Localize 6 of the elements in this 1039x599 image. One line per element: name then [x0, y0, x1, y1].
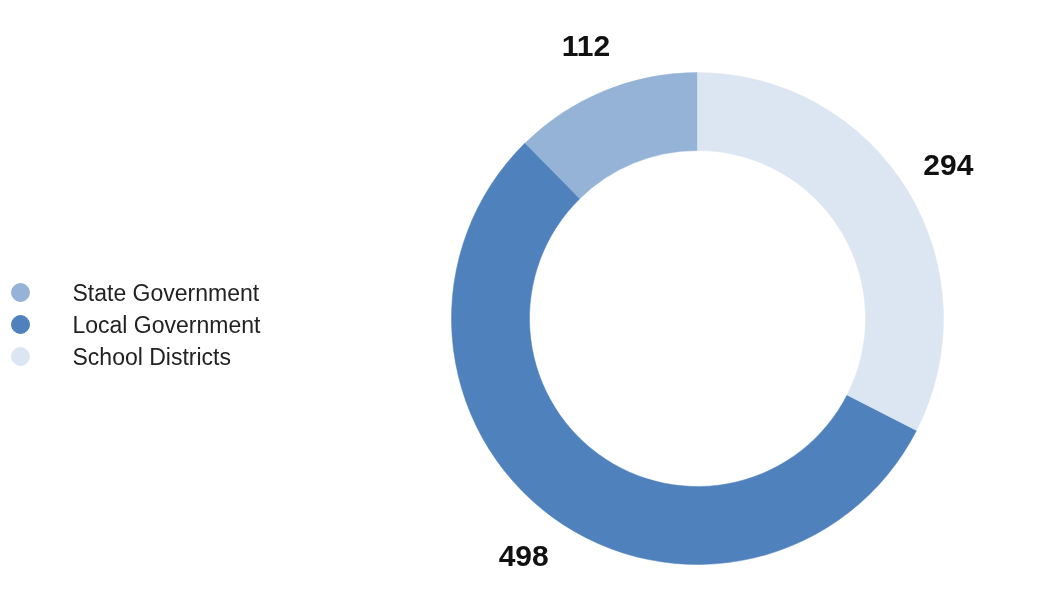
- data-label: 112: [561, 29, 611, 63]
- data-label: 498: [498, 538, 549, 572]
- legend-label: School Districts: [72, 343, 231, 370]
- data-label: 294: [923, 148, 974, 182]
- legend-label: Local Government: [72, 311, 262, 338]
- legend-label: State Government: [72, 279, 260, 306]
